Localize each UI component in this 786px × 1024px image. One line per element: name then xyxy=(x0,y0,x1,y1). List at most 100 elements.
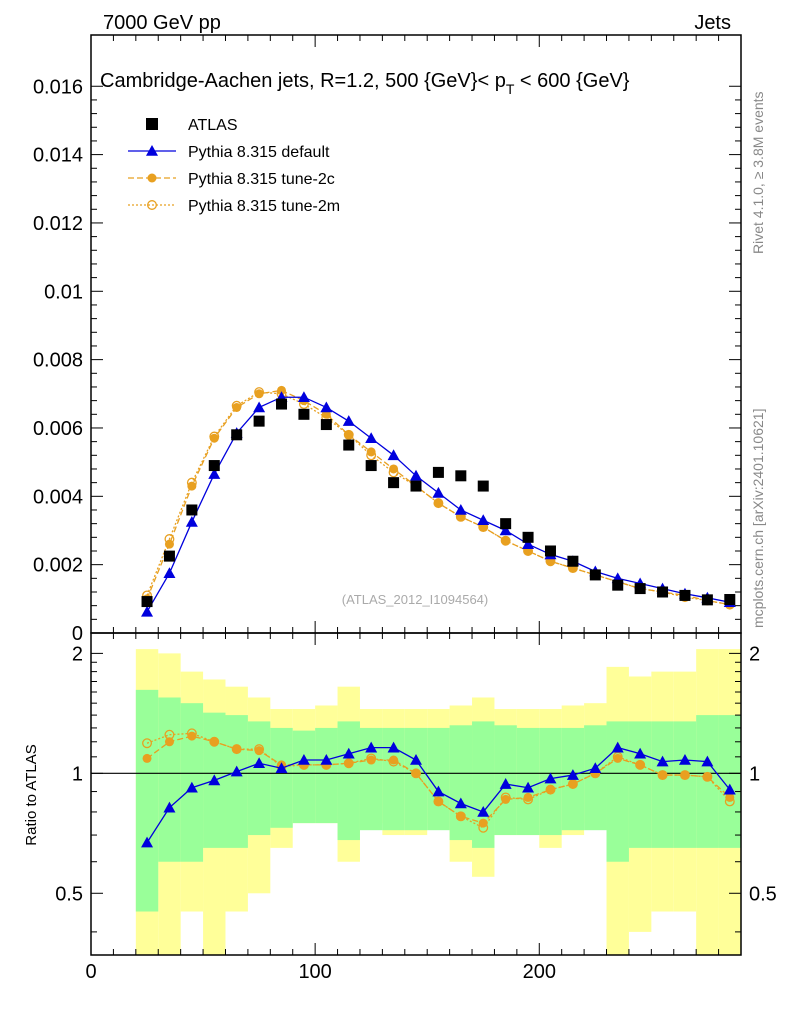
ratio-series-point xyxy=(365,741,378,753)
data-point xyxy=(163,550,175,562)
ratio-band-inner xyxy=(247,721,271,836)
legend-marker xyxy=(147,200,157,210)
ratio-ytick-label: 0.5 xyxy=(55,883,83,905)
main-series-point xyxy=(208,468,221,479)
ratio-series-point xyxy=(254,746,264,756)
ratio-series-point xyxy=(545,785,555,795)
data-point xyxy=(186,504,198,516)
data-point xyxy=(343,439,355,451)
data-point xyxy=(657,586,669,598)
ratio-series-point xyxy=(701,755,714,767)
ratio-band-inner xyxy=(292,730,316,824)
main-series-point xyxy=(522,538,535,549)
main-series-point xyxy=(297,391,310,403)
data-point xyxy=(455,470,467,482)
ratio-series-point xyxy=(209,737,219,747)
data-point xyxy=(544,545,556,557)
ratio-band-inner xyxy=(315,727,338,824)
main-title-tail: < 600 {GeV} xyxy=(514,70,629,92)
data-point xyxy=(365,460,377,472)
main-series-point xyxy=(253,401,266,413)
data-point xyxy=(410,480,422,492)
ratio-ytick-label: 1 xyxy=(72,763,83,785)
data-point xyxy=(276,398,288,410)
legend-marker xyxy=(146,118,158,130)
ratio-series-point xyxy=(142,753,152,763)
ratio-band-inner xyxy=(337,721,360,841)
ratio-series-point xyxy=(477,805,490,817)
ratio-series-point xyxy=(387,741,400,753)
ratio-band-inner xyxy=(270,727,293,828)
ratio-series-point xyxy=(523,792,533,802)
ratio-series-point xyxy=(297,754,310,765)
main-series-point xyxy=(277,385,287,395)
header-left: 7000 GeV pp xyxy=(103,12,221,34)
data-point xyxy=(388,477,400,489)
ratio-band-inner xyxy=(606,721,629,862)
ratio-series-point xyxy=(230,765,243,777)
legend-label: ATLAS xyxy=(188,117,238,134)
ratio-series-point xyxy=(635,760,645,770)
data-point xyxy=(231,429,243,441)
main-title-subscript: T xyxy=(506,81,515,97)
ratio-series-point xyxy=(164,737,174,747)
main-series-point xyxy=(209,433,219,443)
main-plot-marks xyxy=(141,385,736,617)
main-ytick-label: 0.016 xyxy=(33,76,83,98)
main-series-point xyxy=(164,539,174,549)
main-series-point xyxy=(185,515,198,527)
header-right: Jets xyxy=(694,12,731,34)
ratio-series-point xyxy=(432,785,445,797)
legend-label: Pythia 8.315 tune-2c xyxy=(188,171,335,188)
legend-label: Pythia 8.315 tune-2m xyxy=(188,198,340,215)
main-series-point xyxy=(499,524,512,536)
ratio-series-line xyxy=(146,732,731,829)
data-point xyxy=(477,480,489,492)
data-point xyxy=(208,460,220,472)
ratio-series-point xyxy=(410,754,422,765)
ratio-series-point xyxy=(389,755,399,765)
legend-label: Pythia 8.315 default xyxy=(188,144,330,161)
ratio-band-inner xyxy=(718,715,741,848)
ratio-xtick-label: 0 xyxy=(85,961,96,983)
main-series-point xyxy=(477,514,490,526)
ratio-series-point xyxy=(456,811,466,821)
ratio-band-inner xyxy=(359,727,383,831)
legend-marker xyxy=(147,173,157,183)
data-point xyxy=(141,596,153,608)
ratio-ytick-label-right: 1 xyxy=(749,763,760,785)
ratio-series-point xyxy=(566,769,579,780)
main-series-point xyxy=(366,447,376,457)
main-series-point xyxy=(389,464,399,474)
ratio-series-line xyxy=(146,735,731,824)
ratio-series-point xyxy=(501,794,511,804)
ratio-ytick-label: 2 xyxy=(72,643,83,665)
ratio-series-point xyxy=(680,770,690,780)
main-series-point xyxy=(187,481,197,491)
data-point xyxy=(500,518,512,530)
ratio-band-inner xyxy=(628,721,652,848)
ratio-xtick-label: 200 xyxy=(523,961,556,983)
data-point xyxy=(589,569,601,581)
data-point xyxy=(724,594,736,606)
data-point xyxy=(634,583,646,595)
legend: ATLAS Pythia 8.315 default Pythia 8.315 tu… xyxy=(128,117,340,215)
ratio-series-point xyxy=(658,770,668,780)
main-title-main: Cambridge-Aachen jets, R=1.2, 500 {GeV}<… xyxy=(100,70,506,92)
ratio-series-point xyxy=(366,755,376,765)
ratio-series-point xyxy=(611,741,624,753)
ratio-xtick-label: 100 xyxy=(298,961,331,983)
data-point xyxy=(679,589,691,601)
ratio-band-inner xyxy=(449,725,473,841)
ratio-series-point xyxy=(185,781,198,793)
ratio-band-inner xyxy=(472,721,495,848)
main-series-point xyxy=(141,605,154,617)
main-panel: 0 0.002 0.004 0.006 0.008 0.01 0.012 0.014 0.016… xyxy=(33,34,742,645)
ratio-band-inner xyxy=(673,721,697,848)
data-point xyxy=(432,466,444,478)
mcplots-label: mcplots.cern.ch [arXiv:2401.10621] xyxy=(750,409,766,628)
ratio-series-point xyxy=(499,778,512,789)
ratio-frame xyxy=(90,632,742,956)
main-ytick-label: 0.006 xyxy=(33,418,83,440)
main-series-point xyxy=(342,415,355,426)
